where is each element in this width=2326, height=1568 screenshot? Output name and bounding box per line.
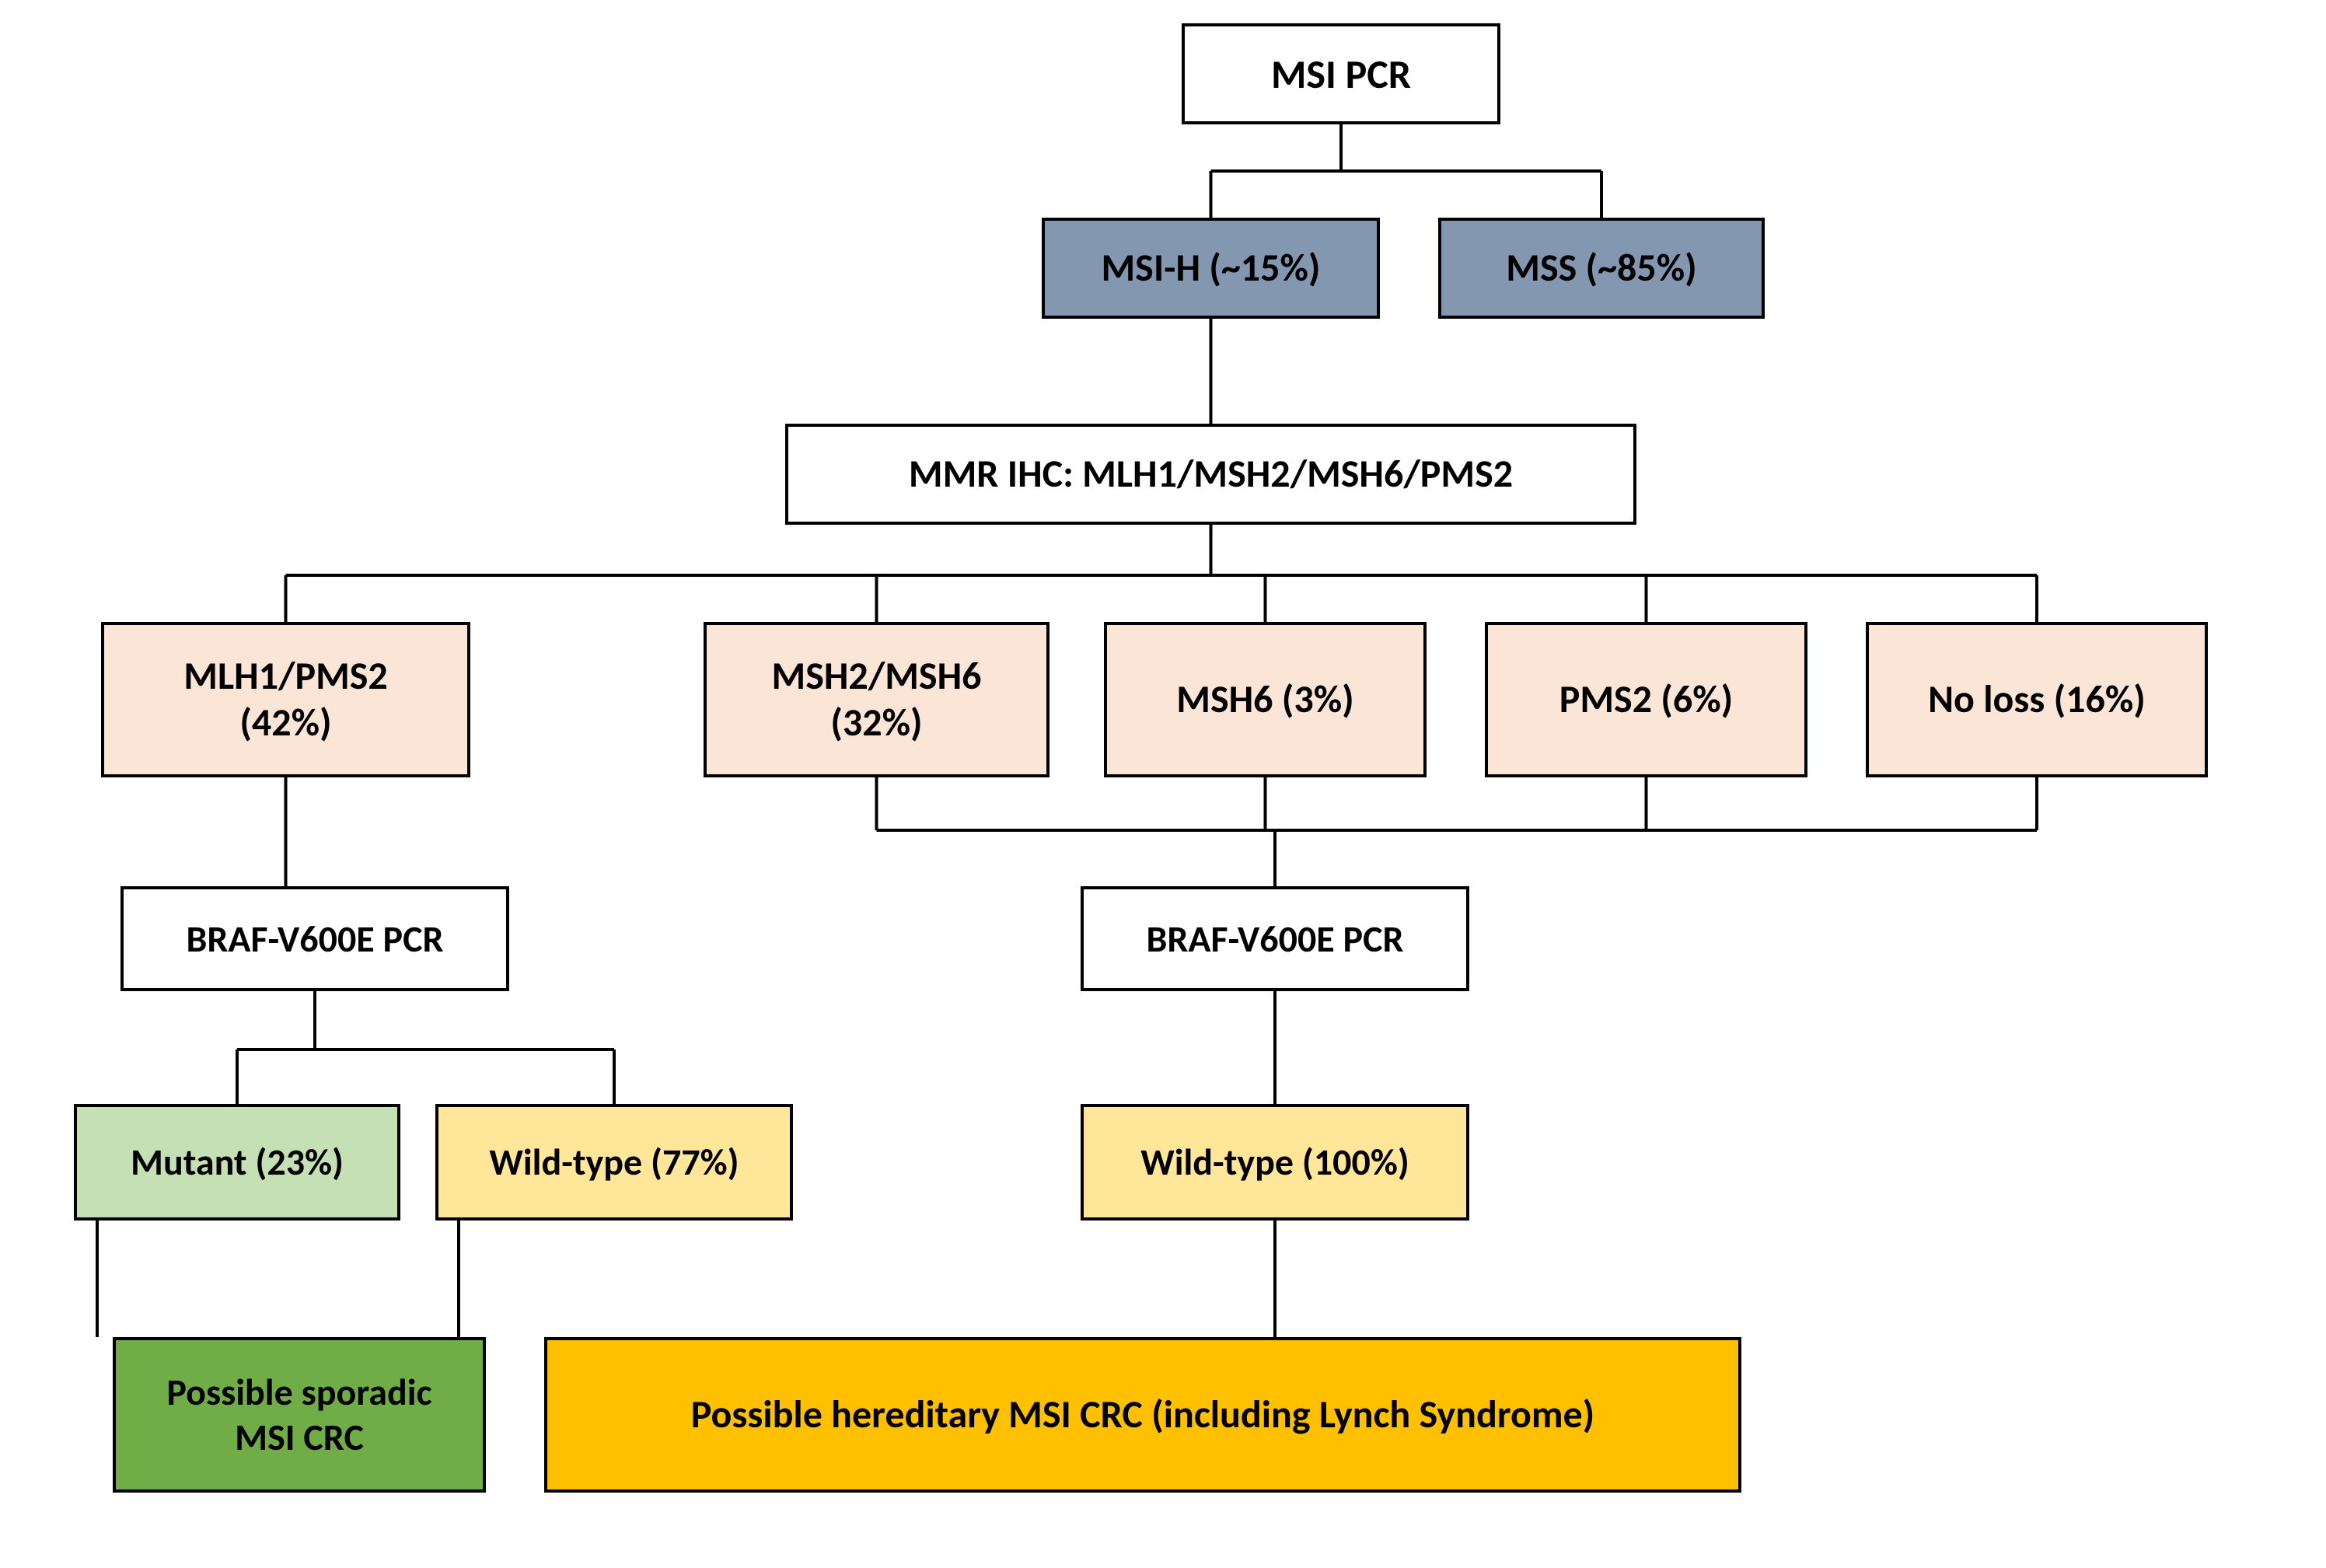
- node-label-mmr-ihc: MMR IHC: MLH1/MSH2/MSH6/PMS2: [909, 451, 1513, 498]
- node-label-sporadic: Possible sporadic MSI CRC: [166, 1370, 431, 1459]
- node-msi-pcr: MSI PCR: [1182, 23, 1500, 124]
- node-label-msi-pcr: MSI PCR: [1271, 50, 1411, 98]
- node-label-wild-left: Wild-type (77%): [489, 1140, 739, 1185]
- node-label-hereditary: Possible hereditary MSI CRC (including L…: [691, 1392, 1595, 1438]
- node-mutant: Mutant (23%): [74, 1104, 400, 1221]
- node-pms2: PMS2 (6%): [1485, 622, 1807, 777]
- node-wild-right: Wild-type (100%): [1081, 1104, 1469, 1221]
- node-msh2-msh6: MSH2/MSH6 (32%): [704, 622, 1049, 777]
- node-mlh1-pms2: MLH1/PMS2 (42%): [101, 622, 470, 777]
- node-wild-left: Wild-type (77%): [435, 1104, 793, 1221]
- node-msh6: MSH6 (3%): [1104, 622, 1427, 777]
- node-label-braf-right: BRAF-V600E PCR: [1146, 917, 1403, 962]
- node-label-braf-left: BRAF-V600E PCR: [186, 917, 443, 962]
- node-hereditary: Possible hereditary MSI CRC (including L…: [544, 1337, 1741, 1493]
- node-label-mss: MSS (~85%): [1506, 245, 1696, 292]
- node-mss: MSS (~85%): [1438, 218, 1765, 319]
- node-label-msh2-msh6: MSH2/MSH6 (32%): [772, 653, 982, 746]
- node-no-loss: No loss (16%): [1866, 622, 2208, 777]
- node-sporadic: Possible sporadic MSI CRC: [113, 1337, 486, 1493]
- node-label-msh6: MSH6 (3%): [1176, 676, 1353, 723]
- node-braf-left: BRAF-V600E PCR: [120, 886, 509, 991]
- node-braf-right: BRAF-V600E PCR: [1081, 886, 1469, 991]
- node-msi-h: MSI-H (~15%): [1042, 218, 1380, 319]
- node-label-pms2: PMS2 (6%): [1559, 676, 1734, 723]
- node-mmr-ihc: MMR IHC: MLH1/MSH2/MSH6/PMS2: [785, 424, 1636, 525]
- node-label-wild-right: Wild-type (100%): [1140, 1140, 1409, 1185]
- node-label-mlh1-pms2: MLH1/PMS2 (42%): [183, 653, 388, 746]
- node-label-msi-h: MSI-H (~15%): [1101, 245, 1320, 292]
- node-label-mutant: Mutant (23%): [131, 1140, 344, 1185]
- node-label-no-loss: No loss (16%): [1928, 676, 2146, 723]
